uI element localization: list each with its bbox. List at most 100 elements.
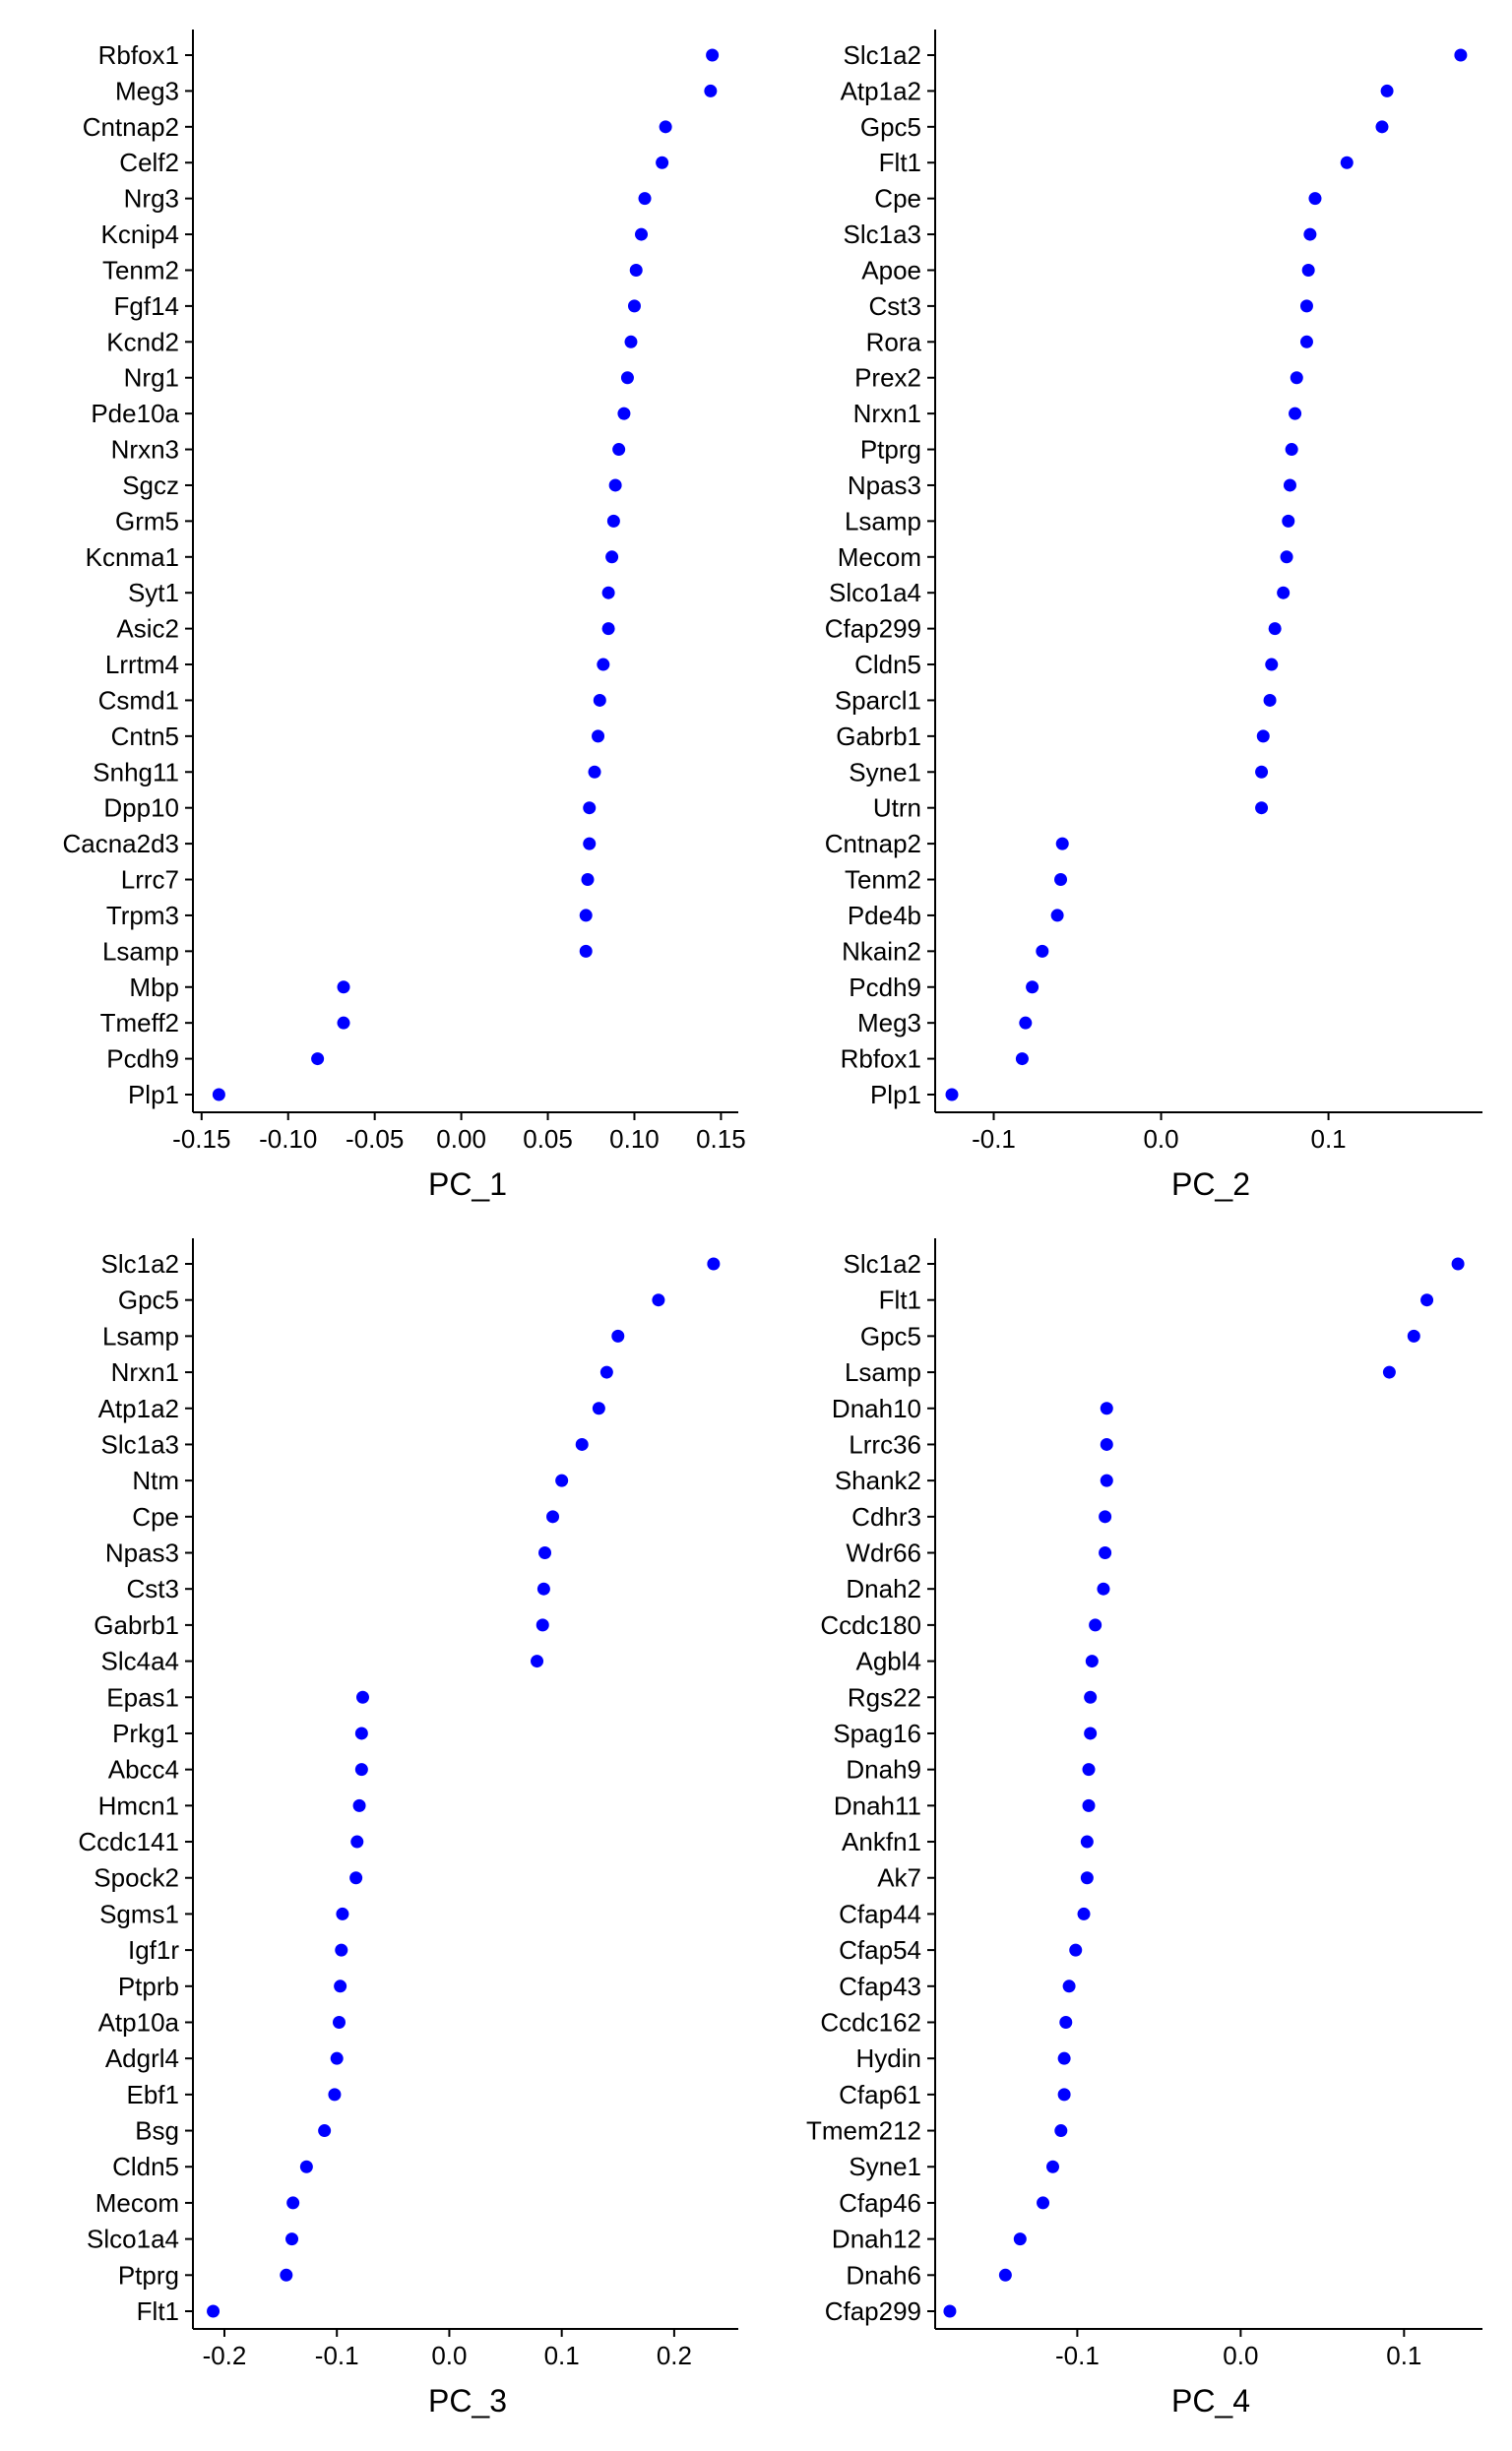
x-tick-label: 0.1: [1310, 1124, 1346, 1154]
x-tick-label: 0.0: [1223, 2341, 1258, 2370]
gene-label: Sgms1: [99, 1899, 179, 1928]
data-point: [280, 2268, 293, 2282]
data-point: [1099, 1510, 1112, 1524]
gene-label: Rbfox1: [98, 40, 179, 70]
data-point: [332, 2015, 346, 2029]
panel-2: Slc1a2 Atp1a2 Gpc5 Flt1 Cpe Slc1a3 Apoe Cst3 Ror…: [825, 30, 1482, 1202]
gene-label: Lrrc36: [849, 1429, 921, 1459]
gene-label: Cst3: [869, 291, 921, 321]
data-point: [318, 2124, 332, 2138]
gene-label: Gabrb1: [94, 1610, 179, 1640]
gene-label: Celf2: [119, 148, 179, 177]
gene-label: Lsamp: [102, 1321, 179, 1351]
data-point: [579, 944, 593, 958]
data-point: [546, 1510, 560, 1524]
x-axis-title: PC_4: [1171, 2383, 1250, 2419]
data-point: [1380, 84, 1394, 97]
data-point: [1283, 478, 1296, 492]
data-point: [1089, 1618, 1102, 1632]
gene-label: Cfap54: [839, 1935, 921, 1965]
data-point: [1062, 1980, 1076, 1993]
x-tick-label: -0.05: [346, 1124, 404, 1154]
gene-label: Abcc4: [108, 1755, 179, 1785]
gene-label: Nrxn1: [111, 1357, 179, 1387]
data-point: [945, 1088, 959, 1101]
data-point: [1059, 2015, 1073, 2029]
gene-label: Cfap299: [825, 2296, 921, 2326]
data-point: [601, 586, 615, 599]
data-point: [352, 1798, 366, 1812]
gene-label: Atp1a2: [841, 76, 921, 105]
gene-label: Ptprg: [118, 2260, 179, 2290]
gene-label: Syt1: [128, 578, 179, 607]
gene-label: Flt1: [137, 2296, 179, 2326]
gene-label: Trpm3: [106, 901, 179, 930]
gene-label: Lsamp: [845, 506, 921, 535]
panel-3: Slc1a2 Gpc5 Lsamp Nrxn1 Atp1a2 Slc1a3 Ntm Cpe Np…: [78, 1238, 738, 2419]
data-point: [1054, 2124, 1068, 2138]
data-point: [328, 2088, 342, 2102]
gene-label: Ptprg: [860, 435, 921, 465]
data-point: [1290, 371, 1303, 385]
gene-label: Snhg11: [93, 757, 179, 786]
gene-label: Slc1a3: [101, 1429, 180, 1459]
gene-label: Utrn: [873, 793, 921, 823]
gene-label: Meg3: [115, 76, 179, 105]
data-point: [1407, 1329, 1420, 1343]
data-point: [1308, 192, 1322, 206]
gene-label: Lrrc7: [121, 865, 179, 895]
data-point: [354, 1763, 368, 1777]
gene-label: Hydin: [856, 2043, 921, 2073]
gene-label: Csmd1: [98, 685, 179, 715]
data-point: [1055, 837, 1069, 850]
gene-label: Atp10a: [98, 2007, 180, 2037]
x-tick-label: -0.10: [259, 1124, 317, 1154]
gene-label: Slc4a4: [101, 1647, 180, 1676]
gene-label: Ankfn1: [842, 1827, 921, 1856]
gene-label: Dnah11: [834, 1791, 921, 1820]
x-tick-label: 0.1: [544, 2341, 580, 2370]
gene-label: Cldn5: [112, 2152, 179, 2181]
gene-label: Spag16: [833, 1719, 921, 1748]
data-point: [1282, 514, 1295, 528]
data-point: [336, 1907, 349, 1920]
gene-label: Asic2: [116, 614, 179, 644]
gene-label: Lrrtm4: [105, 650, 179, 679]
gene-label: Plp1: [128, 1080, 179, 1109]
data-point: [601, 622, 615, 636]
x-tick-label: -0.1: [972, 1124, 1016, 1154]
data-point: [1277, 586, 1291, 599]
gene-label: Mecom: [95, 2188, 179, 2218]
x-tick-label: 0.05: [523, 1124, 573, 1154]
data-point: [659, 120, 672, 134]
x-tick-label: 0.10: [609, 1124, 660, 1154]
data-point: [592, 1402, 605, 1415]
gene-label: Cdhr3: [851, 1502, 921, 1532]
gene-label: Dnah10: [832, 1394, 921, 1423]
data-point: [555, 1474, 569, 1487]
x-tick-label: 0.15: [696, 1124, 746, 1154]
gene-label: Sgcz: [122, 471, 179, 500]
data-point: [638, 192, 652, 206]
data-point: [588, 765, 601, 779]
data-point: [1080, 1835, 1094, 1849]
gene-label: Cldn5: [854, 650, 921, 679]
gene-label: Sparcl1: [835, 685, 921, 715]
gene-label: Lsamp: [845, 1357, 921, 1387]
gene-label: Igf1r: [128, 1935, 179, 1965]
data-point: [354, 1727, 368, 1740]
x-tick-label: 0.00: [436, 1124, 486, 1154]
data-point: [606, 514, 620, 528]
gene-label: Ntm: [132, 1466, 179, 1495]
data-point: [1084, 1690, 1098, 1704]
data-point: [627, 299, 641, 313]
x-tick-label: 0.0: [1143, 1124, 1178, 1154]
x-tick-label: -0.2: [203, 2341, 247, 2370]
gene-label: Flt1: [879, 1286, 921, 1315]
data-point: [1050, 909, 1064, 922]
data-point: [629, 263, 643, 277]
data-point: [1077, 1907, 1091, 1920]
gene-label: Bsg: [135, 2116, 179, 2146]
gene-label: Kcnip4: [101, 220, 180, 249]
